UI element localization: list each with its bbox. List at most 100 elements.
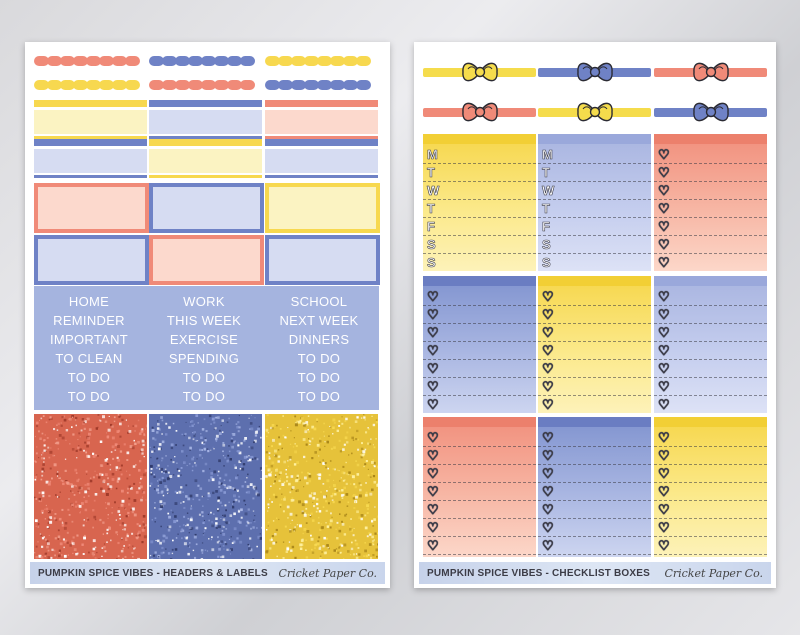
glitter-speck	[200, 558, 204, 559]
glitter-speck	[354, 539, 357, 542]
glitter-speck	[151, 519, 153, 521]
glitter-speck	[333, 549, 336, 552]
glitter-speck	[144, 469, 147, 472]
checklist-header	[423, 417, 536, 427]
glitter-speck	[81, 418, 85, 421]
glitter-speck	[218, 486, 221, 488]
glitter-speck	[301, 417, 304, 420]
glitter-speck	[343, 443, 346, 446]
glitter-speck	[189, 449, 191, 451]
glitter-speck	[99, 472, 102, 476]
glitter-speck	[75, 449, 78, 452]
glitter-speck	[234, 440, 236, 442]
glitter-speck	[308, 474, 312, 478]
glitter-speck	[106, 483, 110, 486]
glitter-speck	[367, 474, 370, 477]
glitter-speck	[182, 501, 185, 503]
glitter-speck	[188, 526, 192, 530]
glitter-speck	[116, 445, 120, 448]
glitter-speck	[330, 512, 332, 515]
header-stripe-thin	[265, 175, 378, 178]
glitter-speck	[118, 514, 121, 516]
glitter-speck	[366, 512, 369, 514]
glitter-speck	[240, 465, 243, 468]
glitter-speck	[332, 467, 335, 470]
glitter-speck	[57, 422, 60, 425]
glitter-speck	[78, 432, 81, 435]
glitter-speck	[97, 426, 99, 429]
heart-checkbox-icon: ♡	[542, 448, 554, 464]
glitter-speck	[53, 454, 56, 457]
glitter-speck	[119, 468, 122, 471]
scallop-dot	[162, 56, 177, 66]
header-stripe-thin	[34, 136, 147, 139]
glitter-speck	[334, 493, 337, 496]
glitter-speck	[182, 444, 185, 447]
checklist-row: ♡	[423, 360, 536, 378]
glitter-speck	[271, 424, 275, 427]
glitter-speck	[254, 515, 256, 517]
glitter-speck	[237, 421, 240, 424]
glitter-speck	[210, 472, 213, 475]
glitter-speck	[358, 482, 361, 485]
glitter-speck	[274, 449, 277, 453]
glitter-speck	[318, 510, 322, 513]
word-label: REMINDER	[53, 313, 125, 328]
glitter-speck	[250, 522, 252, 524]
glitter-speck	[320, 526, 324, 530]
scallop-dot	[162, 80, 177, 90]
glitter-speck	[253, 488, 256, 491]
glitter-speck	[139, 481, 141, 484]
glitter-speck	[80, 429, 83, 432]
glitter-speck	[204, 437, 207, 440]
glitter-speck	[180, 486, 183, 489]
glitter-speck	[87, 518, 90, 521]
glitter-speck	[37, 541, 39, 543]
glitter-speck	[306, 424, 309, 426]
glitter-speck	[329, 522, 332, 526]
glitter-speck	[69, 544, 72, 547]
glitter-speck	[145, 499, 147, 501]
glitter-speck	[346, 472, 348, 475]
checklist-row: ♡	[654, 342, 767, 360]
glitter-speck	[150, 456, 152, 459]
glitter-speck	[328, 502, 331, 505]
glitter-speck	[308, 473, 311, 475]
glitter-speck	[274, 427, 276, 428]
glitter-speck	[94, 557, 97, 559]
glitter-speck	[84, 508, 88, 512]
glitter-speck	[82, 553, 85, 555]
glitter-speck	[121, 522, 125, 525]
word-label: TO CLEAN	[55, 351, 123, 366]
glitter-speck	[306, 530, 310, 533]
glitter-speck	[71, 542, 73, 544]
scallop-strip	[149, 56, 262, 66]
glitter-speck	[291, 519, 293, 521]
glitter-speck	[117, 477, 121, 481]
glitter-speck	[367, 442, 370, 445]
glitter-speck	[119, 435, 122, 438]
glitter-speck	[345, 482, 348, 485]
glitter-speck	[71, 520, 74, 523]
scallop-dot	[125, 80, 140, 90]
glitter-speck	[112, 457, 115, 460]
glitter-speck	[187, 517, 189, 520]
glitter-speck	[316, 473, 319, 476]
glitter-speck	[126, 533, 129, 536]
glitter-speck	[41, 451, 44, 454]
scallop-strip	[265, 80, 378, 90]
glitter-speck	[125, 508, 127, 510]
glitter-speck	[87, 489, 89, 491]
glitter-speck	[285, 480, 288, 483]
glitter-speck	[197, 528, 198, 530]
glitter-speck	[201, 542, 204, 544]
glitter-speck	[281, 498, 283, 501]
glitter-speck	[266, 431, 268, 433]
glitter-speck	[128, 430, 132, 433]
glitter-speck	[64, 522, 68, 525]
glitter-speck	[92, 476, 95, 479]
glitter-speck	[60, 422, 62, 424]
glitter-speck	[141, 541, 144, 544]
glitter-speck	[376, 465, 378, 469]
